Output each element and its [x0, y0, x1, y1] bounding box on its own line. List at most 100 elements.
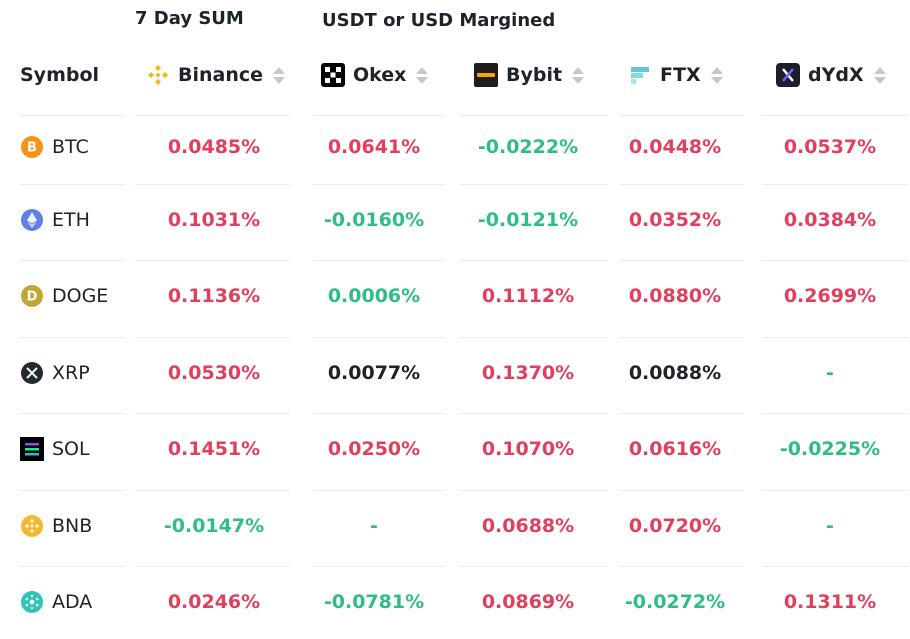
- symbol-cell-btc[interactable]: B BTC: [20, 132, 89, 162]
- row-divider: [460, 413, 608, 414]
- sort-toggle-icon[interactable]: [572, 66, 585, 84]
- funding-rate-doge-bybit: 0.1112%: [481, 285, 575, 307]
- divider: [313, 115, 445, 116]
- sort-toggle-icon[interactable]: [416, 66, 429, 84]
- divider: [762, 115, 908, 116]
- row-divider: [620, 413, 744, 414]
- symbol-cell-doge[interactable]: D DOGE: [20, 281, 108, 311]
- svg-text:D: D: [27, 290, 38, 305]
- row-divider: [620, 490, 744, 491]
- row-divider: [620, 184, 744, 185]
- ftx-logo-icon: [628, 63, 652, 87]
- column-header-bybit[interactable]: Bybit: [474, 58, 585, 92]
- symbol-cell-sol[interactable]: SOL: [20, 434, 90, 464]
- row-divider: [313, 184, 445, 185]
- bitcoin-icon: B: [20, 135, 44, 159]
- margin-type-label: USDT or USD Margined: [322, 10, 556, 31]
- funding-rate-sol-dydx: -0.0225%: [779, 438, 881, 460]
- symbol-label: ETH: [52, 209, 90, 231]
- row-divider: [20, 260, 125, 261]
- funding-rate-doge-dydx: 0.2699%: [783, 285, 877, 307]
- dydx-logo-icon: [776, 63, 800, 87]
- funding-rate-ada-dydx: 0.1311%: [783, 591, 877, 613]
- funding-rate-btc-binance: 0.0485%: [167, 136, 261, 158]
- solana-icon: [20, 437, 44, 461]
- row-divider: [762, 490, 908, 491]
- funding-rate-xrp-binance: 0.0530%: [167, 362, 261, 384]
- exchange-name-bybit: Bybit: [506, 64, 563, 86]
- exchange-name-ftx: FTX: [660, 64, 701, 86]
- funding-rate-sol-bybit: 0.1070%: [481, 438, 575, 460]
- row-divider: [313, 260, 445, 261]
- row-divider: [762, 413, 908, 414]
- symbol-column-header: Symbol: [20, 58, 99, 92]
- row-divider: [135, 337, 290, 338]
- row-divider: [620, 566, 744, 567]
- row-divider: [620, 337, 744, 338]
- exchange-name-dydx: dYdX: [808, 64, 864, 86]
- symbol-cell-bnb[interactable]: BNB: [20, 511, 92, 541]
- ethereum-icon: [20, 208, 44, 232]
- column-header-dydx[interactable]: dYdX: [776, 58, 886, 92]
- bnb-icon: [20, 514, 44, 538]
- okex-logo-icon: [321, 63, 345, 87]
- divider: [20, 115, 125, 116]
- funding-rate-xrp-dydx: -: [826, 362, 834, 384]
- funding-rate-doge-ftx: 0.0880%: [628, 285, 722, 307]
- dogecoin-icon: D: [20, 284, 44, 308]
- row-divider: [620, 260, 744, 261]
- row-divider: [135, 413, 290, 414]
- funding-rate-btc-ftx: 0.0448%: [628, 136, 722, 158]
- symbol-label: DOGE: [52, 285, 109, 307]
- symbol-cell-ada[interactable]: ADA: [20, 587, 92, 617]
- row-divider: [20, 413, 125, 414]
- cardano-icon: [20, 590, 44, 614]
- funding-rate-eth-okex: -0.0160%: [323, 209, 425, 231]
- exchange-name-binance: Binance: [178, 64, 264, 86]
- row-divider: [20, 566, 125, 567]
- row-divider: [313, 413, 445, 414]
- row-divider: [762, 260, 908, 261]
- funding-rate-sol-binance: 0.1451%: [167, 438, 261, 460]
- column-header-okex[interactable]: Okex: [321, 58, 429, 92]
- symbol-header-label: Symbol: [20, 64, 100, 86]
- row-divider: [135, 490, 290, 491]
- symbol-label: XRP: [52, 362, 90, 384]
- row-divider: [762, 184, 908, 185]
- funding-rate-bnb-bybit: 0.0688%: [481, 515, 575, 537]
- funding-rate-btc-bybit: -0.0222%: [477, 136, 579, 158]
- row-divider: [460, 260, 608, 261]
- column-header-binance[interactable]: Binance: [146, 58, 286, 92]
- symbol-label: BNB: [52, 515, 93, 537]
- row-divider: [460, 566, 608, 567]
- row-divider: [460, 337, 608, 338]
- funding-rate-sol-ftx: 0.0616%: [628, 438, 722, 460]
- symbol-cell-eth[interactable]: ETH: [20, 205, 90, 235]
- sort-toggle-icon[interactable]: [710, 66, 723, 84]
- funding-rate-ada-okex: -0.0781%: [323, 591, 425, 613]
- exchange-name-okex: Okex: [353, 64, 407, 86]
- sort-toggle-icon[interactable]: [273, 66, 286, 84]
- sort-toggle-icon[interactable]: [873, 66, 886, 84]
- row-divider: [313, 566, 445, 567]
- row-divider: [20, 490, 125, 491]
- bybit-logo-icon: [474, 63, 498, 87]
- funding-rate-bnb-dydx: -: [826, 515, 834, 537]
- funding-rate-xrp-bybit: 0.1370%: [481, 362, 575, 384]
- funding-rate-eth-ftx: 0.0352%: [628, 209, 722, 231]
- row-divider: [460, 490, 608, 491]
- symbol-label: BTC: [52, 136, 89, 158]
- funding-rate-doge-okex: 0.0006%: [327, 285, 421, 307]
- funding-rate-doge-binance: 0.1136%: [167, 285, 261, 307]
- symbol-cell-xrp[interactable]: XRP: [20, 358, 90, 388]
- funding-rate-ada-ftx: -0.0272%: [624, 591, 726, 613]
- column-header-ftx[interactable]: FTX: [628, 58, 723, 92]
- row-divider: [135, 260, 290, 261]
- row-divider: [313, 490, 445, 491]
- row-divider: [313, 337, 445, 338]
- funding-rate-xrp-ftx: 0.0088%: [628, 362, 722, 384]
- xrp-icon: [20, 361, 44, 385]
- row-divider: [135, 566, 290, 567]
- funding-rate-ada-bybit: 0.0869%: [481, 591, 575, 613]
- svg-text:B: B: [27, 141, 37, 156]
